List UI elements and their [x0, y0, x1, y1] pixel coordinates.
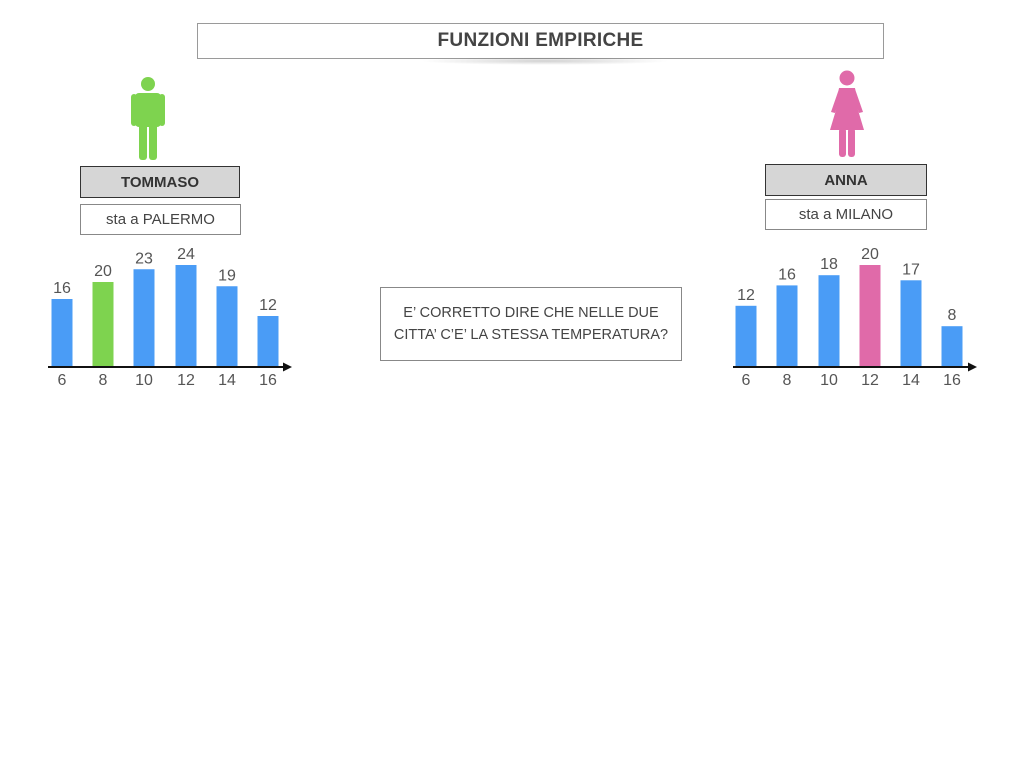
x-tick-label: 10 [820, 372, 838, 389]
bar-value-label: 20 [94, 263, 112, 280]
question-text: E’ CORRETTO DIRE CHE NELLE DUE CITTA’ C’… [393, 305, 669, 343]
x-tick-label: 16 [259, 372, 277, 389]
x-tick-label: 6 [742, 372, 751, 389]
male-person-icon [131, 77, 165, 160]
temperature-chart-milano: 12 6 16 8 18 10 20 12 17 14 8 16 [733, 246, 977, 389]
bar [92, 282, 114, 366]
bar [776, 285, 798, 366]
bar-value-label: 16 [778, 266, 796, 283]
x-tick-label: 6 [58, 372, 67, 389]
x-tick-label: 10 [135, 372, 153, 389]
bar [941, 326, 963, 366]
question-box: E’ CORRETTO DIRE CHE NELLE DUE CITTA’ C’… [380, 287, 682, 361]
temperature-chart-palermo: 16 6 20 8 23 10 24 12 19 14 12 16 [48, 246, 292, 389]
bar [257, 316, 279, 366]
title-box: FUNZIONI EMPIRICHE [197, 23, 884, 59]
bar-value-label: 23 [135, 250, 153, 267]
bar [818, 275, 840, 366]
bar-value-label: 12 [737, 287, 755, 304]
x-tick-label: 8 [783, 372, 792, 389]
x-tick-label: 8 [99, 372, 108, 389]
x-tick-label: 12 [177, 372, 195, 389]
x-tick-label: 16 [943, 372, 961, 389]
person-name-tommaso: TOMMASO [80, 166, 240, 198]
x-tick-label: 12 [861, 372, 879, 389]
bar [216, 286, 238, 366]
person-city-anna: sta a MILANO [765, 199, 927, 230]
bar-value-label: 18 [820, 256, 838, 273]
person-city-tommaso: sta a PALERMO [80, 204, 241, 235]
bar [859, 265, 881, 366]
x-axis-arrow [968, 362, 977, 372]
person-name-anna: ANNA [765, 164, 927, 196]
title-shadow [420, 57, 670, 65]
bar-value-label: 12 [259, 297, 277, 314]
bar [735, 305, 757, 366]
x-tick-label: 14 [902, 372, 920, 389]
x-tick-label: 14 [218, 372, 236, 389]
bar [175, 265, 197, 366]
bar [900, 280, 922, 366]
x-axis-arrow [283, 362, 292, 372]
bar-value-label: 20 [861, 246, 879, 263]
bar [133, 269, 155, 366]
bar-value-label: 8 [948, 307, 957, 324]
bar [51, 299, 73, 366]
bar-value-label: 24 [177, 246, 195, 263]
bar-value-label: 17 [902, 261, 920, 278]
bar-value-label: 16 [53, 280, 71, 297]
page-title: FUNZIONI EMPIRICHE [437, 30, 644, 51]
female-person-icon [830, 70, 864, 157]
bar-value-label: 19 [218, 267, 236, 284]
